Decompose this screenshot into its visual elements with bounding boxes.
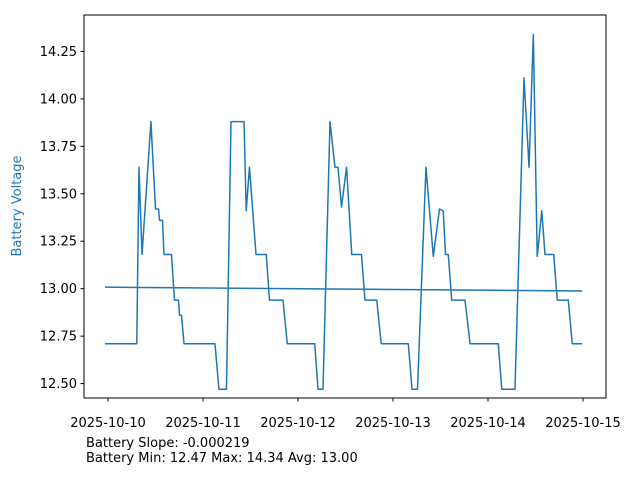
x-tick-label: 2025-10-13 [355,416,431,431]
x-tick-label: 2025-10-15 [545,416,621,431]
x-tick-label: 2025-10-14 [450,416,526,431]
x-tick-label: 2025-10-12 [260,416,336,431]
series-group [104,33,583,391]
x-axis: 2025-10-10 2025-10-11 2025-10-12 2025-10-13… [70,398,621,431]
y-tick-label: 14.25 [40,45,77,60]
y-tick-label: 14.00 [40,92,77,107]
slope-annotation: Battery Slope: -0.000219 [86,436,250,451]
trend-line-line [104,286,583,292]
y-axis-label: Battery Voltage [10,155,25,256]
y-tick-label: 13.50 [40,187,77,202]
battery-voltage-line [104,33,583,391]
x-tick-label: 2025-10-11 [165,416,241,431]
plot-border [83,14,607,399]
y-tick-label: 12.50 [40,377,77,392]
y-tick-label: 13.00 [40,282,77,297]
y-tick-label: 13.75 [40,140,77,155]
x-tick-label: 2025-10-10 [70,416,146,431]
stats-annotation: Battery Min: 12.47 Max: 14.34 Avg: 13.00 [86,451,358,466]
y-axis: 12.50 12.75 13.00 13.25 13.50 13.75 14.00 14.25 [40,45,84,392]
y-tick-label: 12.75 [40,330,77,345]
y-tick-label: 13.25 [40,235,77,250]
